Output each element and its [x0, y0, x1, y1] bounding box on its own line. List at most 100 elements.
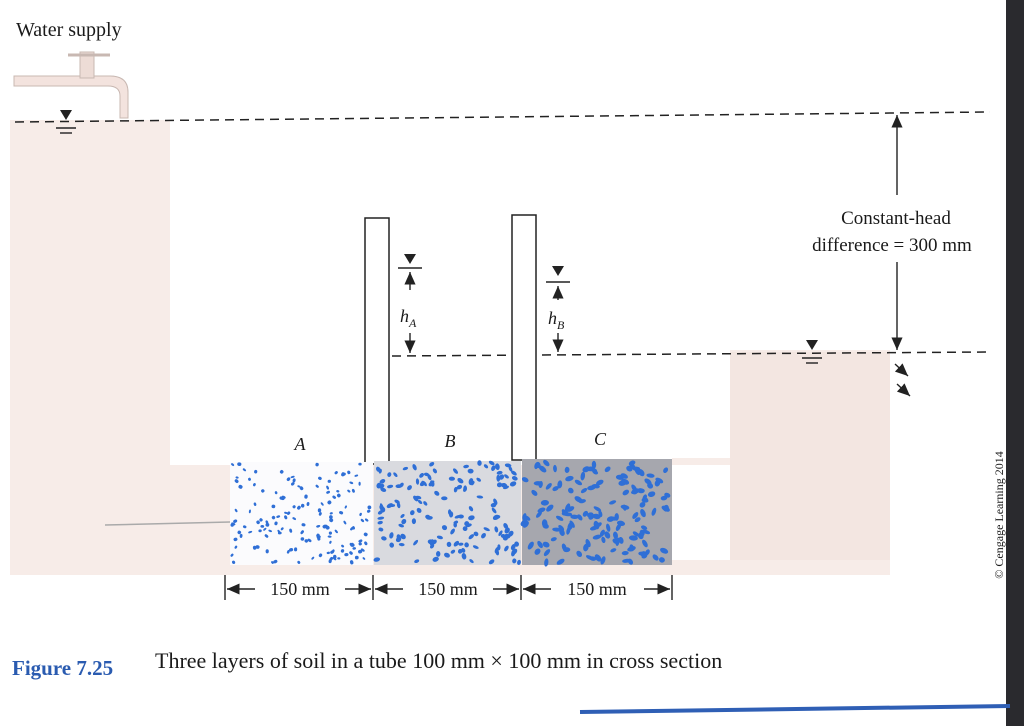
- soil-grain: [329, 515, 333, 519]
- soil-grain: [341, 544, 345, 548]
- flow-arrow: [896, 383, 911, 397]
- soil-grain: [237, 462, 242, 467]
- soil-grain: [412, 464, 417, 471]
- soil-layer: [230, 462, 373, 565]
- soil-grain: [563, 547, 571, 553]
- soil-grain: [347, 489, 351, 493]
- soil-grain: [327, 535, 332, 538]
- soil-grain: [587, 485, 596, 491]
- soil-grain: [580, 471, 586, 481]
- soil-grain: [354, 555, 359, 560]
- soil-grain: [550, 537, 557, 542]
- soil-grain: [234, 508, 238, 513]
- head-marker: [546, 266, 570, 352]
- soil-grain: [542, 523, 549, 529]
- soil-grain: [328, 559, 332, 564]
- soil-grain: [413, 539, 419, 546]
- soil-grain: [444, 552, 450, 558]
- soil-grain: [453, 486, 458, 493]
- soil-grain: [564, 503, 571, 512]
- soil-grain: [542, 541, 550, 548]
- soil-grain: [450, 528, 455, 535]
- soil-grain: [491, 507, 497, 514]
- soil-grain: [271, 515, 276, 520]
- dimension-lines: [224, 575, 673, 600]
- soil-grain: [360, 548, 365, 552]
- soil-grain: [432, 468, 438, 474]
- soil-grain: [564, 466, 570, 473]
- soil-grain: [496, 474, 501, 482]
- soil-grain: [504, 545, 509, 552]
- soil-grain: [629, 544, 634, 552]
- soil-grain: [340, 549, 345, 553]
- soil-grain: [557, 480, 563, 489]
- soil-grain: [366, 509, 371, 513]
- soil-grain: [300, 537, 305, 541]
- soil-grain: [354, 474, 359, 477]
- dimension-label: 150 mm: [418, 579, 478, 599]
- soil-grain: [358, 549, 363, 554]
- soil-grain: [304, 539, 309, 543]
- soil-grain: [279, 469, 284, 474]
- soil-grain: [333, 554, 337, 559]
- soil-grain: [378, 483, 385, 489]
- soil-grain: [327, 479, 331, 483]
- soil-grain: [546, 504, 554, 512]
- soil-grain: [277, 531, 282, 535]
- soil-grain: [332, 495, 337, 499]
- soil-grain: [559, 529, 565, 536]
- soil-grain: [242, 468, 247, 472]
- head-label: hA: [400, 306, 417, 330]
- soil-grain: [395, 536, 402, 543]
- soil-grain: [552, 527, 561, 532]
- soil-grain: [350, 526, 354, 531]
- soil-grain: [334, 529, 338, 534]
- soil-grain: [644, 478, 652, 485]
- soil-grain: [628, 460, 636, 466]
- soil-grain: [300, 503, 305, 508]
- soil-grain: [349, 551, 353, 555]
- soil-grain: [504, 463, 512, 468]
- soil-grain: [446, 541, 452, 547]
- soil-grain: [238, 484, 243, 489]
- soil-grain: [565, 475, 574, 482]
- soil-grain: [540, 499, 549, 506]
- layer-label: C: [594, 429, 607, 449]
- soil-grain: [364, 518, 369, 522]
- soil-grain: [252, 545, 257, 550]
- soil-grain: [464, 542, 469, 548]
- soil-grain: [555, 515, 564, 521]
- soil-grain: [351, 488, 355, 493]
- soil-grain: [523, 515, 531, 521]
- lower-water-level: [391, 351, 991, 357]
- soil-grain: [271, 561, 274, 564]
- soil-grain: [490, 502, 497, 508]
- soil-grain: [654, 480, 661, 487]
- soil-grain: [543, 549, 551, 557]
- soil-grain: [450, 549, 456, 554]
- soil-grain: [609, 500, 617, 505]
- soil-grain: [363, 532, 368, 537]
- soil-grain: [399, 482, 404, 488]
- soil-grain: [264, 534, 269, 538]
- soil-grain: [463, 486, 467, 492]
- head-marker: [398, 254, 422, 353]
- soil-grain: [577, 514, 583, 521]
- soil-grain: [329, 540, 332, 544]
- caption-number: Figure 7.25: [12, 656, 113, 680]
- soil-grain: [248, 477, 251, 481]
- soil-grain: [543, 459, 550, 467]
- soil-grain: [304, 494, 308, 499]
- soil-grain: [242, 525, 247, 529]
- soil-grain: [600, 556, 606, 565]
- soil-grain: [411, 518, 417, 525]
- soil-grain: [235, 476, 239, 479]
- soil-grain: [337, 557, 341, 560]
- soil-grain: [362, 557, 366, 560]
- soil-grain: [517, 559, 521, 565]
- soil-grain: [473, 531, 479, 537]
- soil-grain: [234, 545, 238, 549]
- soil-grain: [347, 470, 351, 475]
- soil-grain: [429, 480, 435, 487]
- soil-grain: [491, 465, 496, 471]
